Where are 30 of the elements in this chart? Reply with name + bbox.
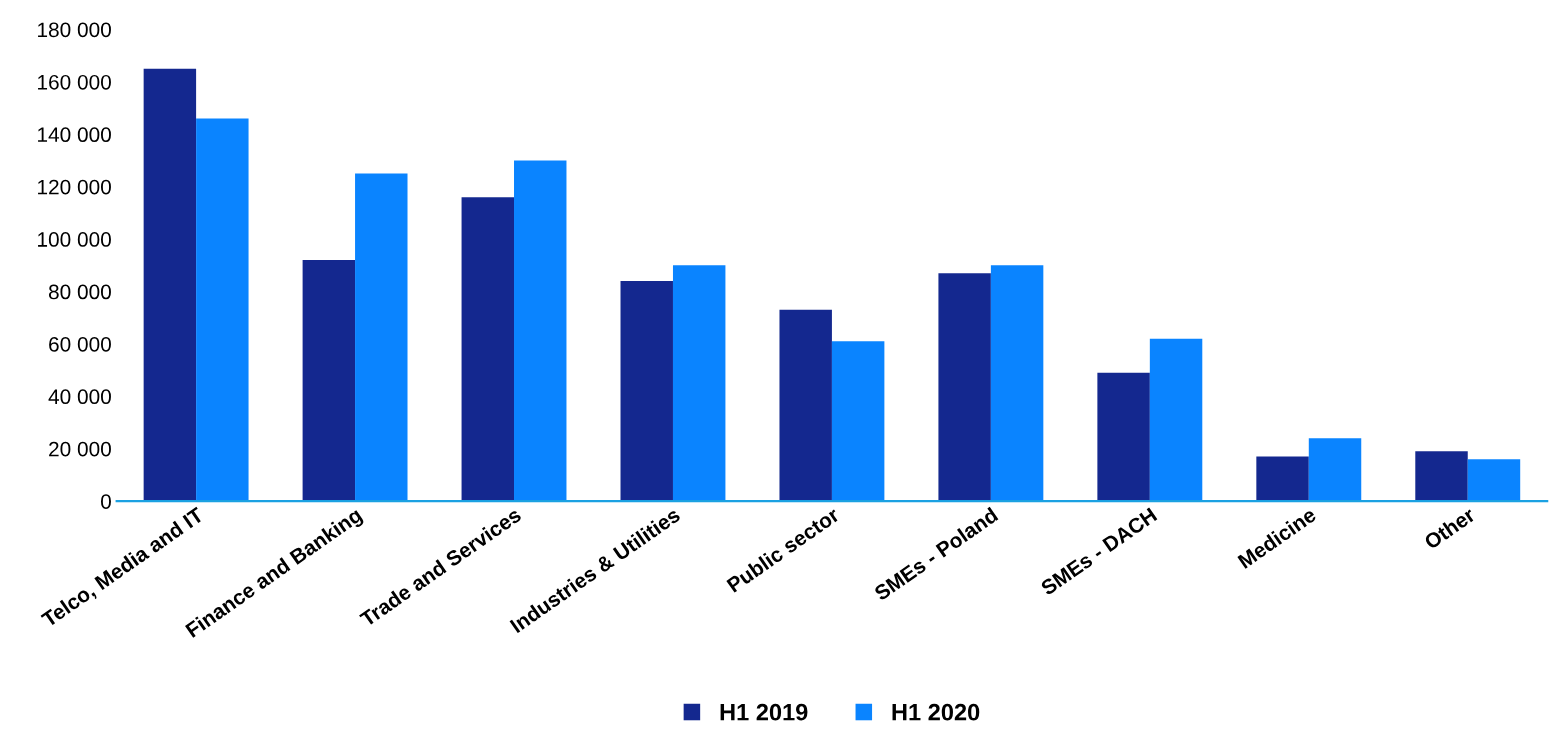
bar — [779, 309, 832, 502]
bar — [143, 68, 197, 502]
bar — [831, 341, 885, 502]
bar — [1415, 451, 1468, 502]
bar — [355, 173, 408, 502]
y-tick-label: 100 000 — [38, 232, 111, 247]
bar — [990, 265, 1044, 502]
y-tick-label: 40 000 — [48, 389, 111, 405]
y-tick-label: 80 000 — [48, 284, 111, 300]
bar — [514, 160, 567, 502]
bar — [938, 273, 991, 502]
legend-label: H1 2019 — [720, 703, 808, 721]
bar — [620, 281, 673, 502]
y-tick-label: 20 000 — [49, 441, 111, 457]
bar — [672, 265, 726, 502]
bar — [302, 260, 356, 502]
legend-label: H1 2020 — [892, 703, 980, 721]
y-tick-label: 0 — [100, 494, 111, 509]
y-tick-label: 180 000 — [38, 22, 111, 38]
bar — [196, 118, 249, 502]
y-tick-label: 160 000 — [38, 74, 111, 90]
bar — [1467, 459, 1521, 502]
y-tick-label: 60 000 — [49, 336, 111, 352]
y-tick-label: 120 000 — [38, 179, 111, 195]
bar — [1308, 438, 1362, 502]
bar — [1256, 456, 1309, 502]
bar — [1097, 372, 1150, 502]
bar — [1149, 338, 1203, 502]
y-tick-label: 140 000 — [38, 127, 111, 143]
bar — [461, 197, 515, 502]
